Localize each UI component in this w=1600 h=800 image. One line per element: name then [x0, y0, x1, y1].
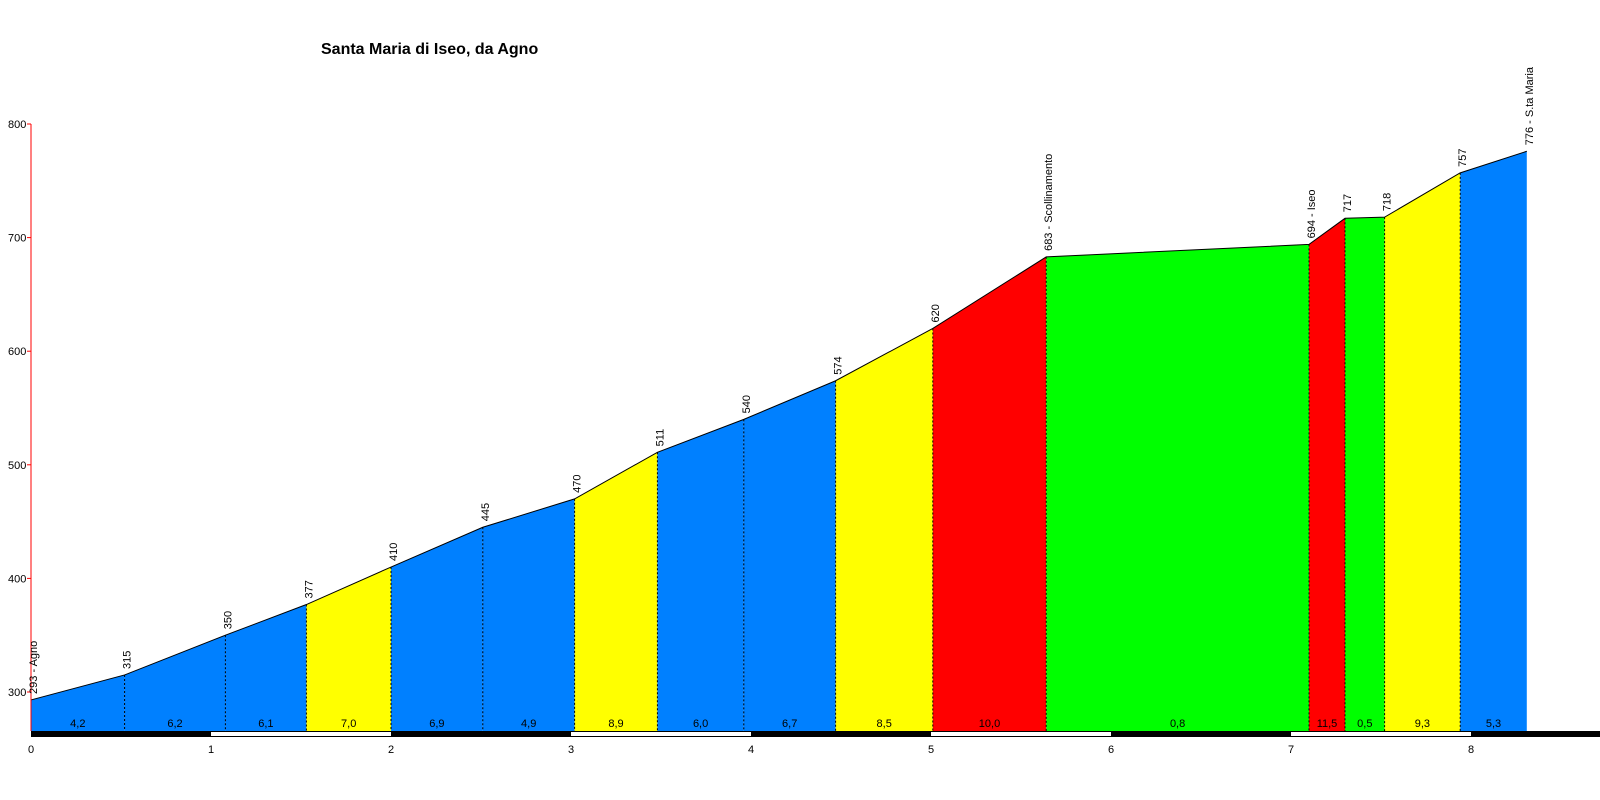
elevation-labels: 293 - Agno 315 350 377 410 445 470 511 540 574 620…	[28, 66, 1536, 694]
scale-block-black	[751, 731, 931, 737]
gradient-label: 6,2	[167, 718, 182, 730]
gradient-label: 8,9	[608, 718, 623, 730]
chart-title: Santa Maria di Iseo, da Agno	[321, 41, 538, 58]
elevation-label: 718	[1382, 193, 1394, 211]
x-tick-label: 5	[928, 744, 934, 756]
x-tick-label: 1	[208, 744, 214, 756]
scale-block-white	[931, 736, 1111, 737]
x-axis-ticks: 0 1 2 3 4 5 6 7 8	[28, 744, 1474, 756]
scale-block-black	[1111, 731, 1291, 737]
elevation-label: 410	[388, 543, 400, 561]
gradient-label: 11,5	[1317, 718, 1338, 730]
elevation-label: 683 - Scollinamento	[1043, 154, 1055, 251]
scale-block-white	[1291, 736, 1471, 737]
gradient-label: 9,3	[1415, 718, 1430, 730]
profile-segment	[1384, 172, 1461, 731]
distance-scale-bar	[31, 731, 1600, 737]
profile-segment	[225, 604, 307, 731]
gradient-label: 0,8	[1170, 718, 1185, 730]
profile-segment	[1309, 218, 1345, 732]
scale-block-white	[211, 731, 391, 732]
profile-segment	[31, 674, 125, 731]
scale-block-white	[1291, 731, 1471, 732]
elevation-label: 620	[930, 304, 942, 322]
profile-segment	[932, 256, 1047, 731]
gradient-label: 5,3	[1486, 718, 1501, 730]
elevation-label: 293 - Agno	[28, 641, 40, 694]
elevation-label: 315	[122, 651, 134, 669]
profile-segment	[482, 498, 575, 731]
segment-dividers	[124, 172, 1461, 731]
profile-segment	[1460, 151, 1527, 731]
elevation-label: 776 - S.ta Maria	[1524, 66, 1536, 145]
x-tick-label: 7	[1288, 744, 1294, 756]
scale-block-black	[31, 731, 211, 737]
x-tick-label: 0	[28, 744, 34, 756]
profile-line	[30, 150, 1527, 701]
elevation-label: 694 - Iseo	[1306, 189, 1318, 238]
elevation-label: 377	[303, 580, 315, 598]
elevation-label: 511	[654, 429, 666, 447]
scale-block-white	[571, 736, 751, 737]
x-tick-label: 2	[388, 744, 394, 756]
profile-segment	[1345, 217, 1385, 732]
y-tick-label: 400	[8, 573, 26, 585]
y-tick-label: 500	[8, 460, 26, 472]
scale-block-black	[1471, 731, 1600, 737]
y-tick-label: 800	[8, 119, 26, 131]
profile-segment	[743, 380, 836, 731]
scale-block-white	[571, 731, 751, 732]
gradient-label: 6,0	[693, 718, 708, 730]
scale-block-black	[391, 731, 571, 737]
gradient-label: 4,2	[70, 718, 85, 730]
scale-block-white	[211, 736, 391, 737]
elevation-label: 445	[480, 503, 492, 521]
gradient-label: 6,7	[782, 718, 797, 730]
profile-segment	[835, 328, 933, 731]
elevation-label: 540	[741, 395, 753, 413]
profile-segment	[574, 452, 658, 731]
profile-segment	[124, 635, 226, 731]
gradient-label: 7,0	[341, 718, 356, 730]
elevation-label: 470	[572, 475, 584, 493]
scale-block-white	[931, 731, 1111, 732]
profile-segment	[391, 527, 483, 731]
gradient-label: 0,5	[1357, 718, 1372, 730]
profile-segment	[1046, 244, 1309, 731]
y-tick-label: 700	[8, 233, 26, 245]
gradient-label: 4,9	[521, 718, 536, 730]
y-tick-label: 300	[8, 687, 26, 699]
x-tick-label: 4	[748, 744, 754, 756]
x-tick-label: 3	[568, 744, 574, 756]
profile-segments	[31, 151, 1527, 732]
y-tick-label: 600	[8, 346, 26, 358]
profile-segment	[306, 567, 391, 731]
gradient-label: 10,0	[979, 718, 1000, 730]
profile-segment	[657, 419, 744, 731]
elevation-label: 757	[1457, 148, 1469, 166]
x-tick-label: 6	[1108, 744, 1114, 756]
y-axis: 300 400 500 600 700 800	[8, 119, 32, 731]
gradient-labels: 4,2 6,2 6,1 7,0 6,9 4,9 8,9 6,0 6,7 8,5 10,0 0,8 11,…	[70, 718, 1501, 730]
elevation-label: 574	[833, 356, 845, 374]
elevation-label: 350	[222, 611, 234, 629]
profile-outline	[30, 150, 1527, 701]
gradient-label: 6,9	[429, 718, 444, 730]
gradient-label: 8,5	[877, 718, 892, 730]
x-tick-label: 8	[1468, 744, 1474, 756]
elevation-label: 717	[1342, 194, 1354, 212]
gradient-label: 6,1	[258, 718, 273, 730]
